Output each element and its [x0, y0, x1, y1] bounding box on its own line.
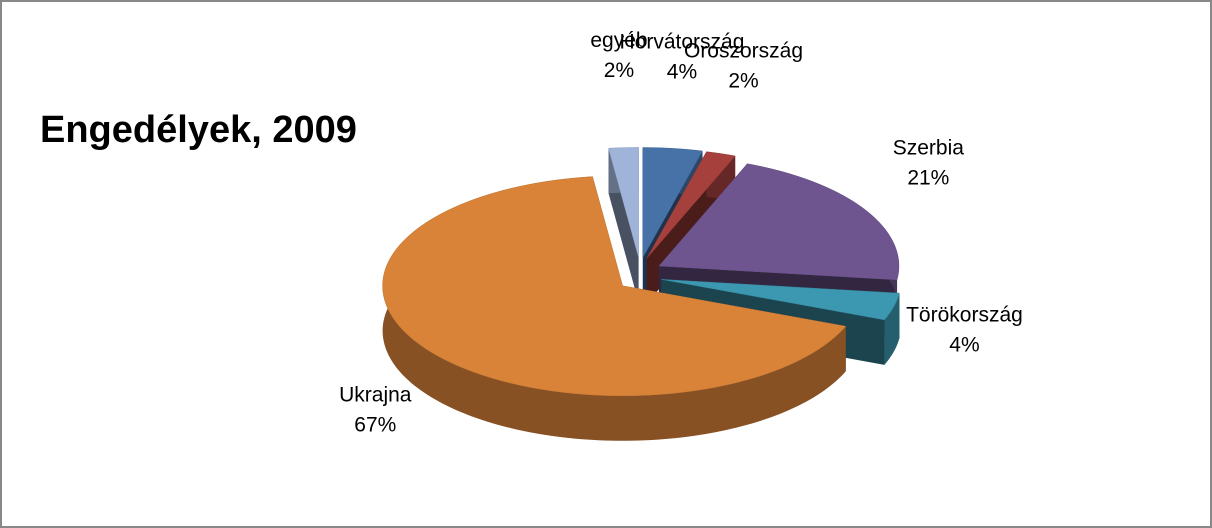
slice	[642, 147, 703, 259]
slice-side	[884, 293, 900, 365]
slice	[382, 176, 847, 397]
slice-tops	[382, 147, 900, 397]
slice	[658, 163, 900, 281]
category-label: Horvátország	[620, 30, 745, 53]
chart-title: Engedélyek, 2009	[40, 109, 357, 151]
value-label: 2%	[604, 59, 634, 82]
category-label: Oroszország	[684, 39, 803, 62]
category-label: Szerbia	[893, 137, 965, 160]
slice	[608, 147, 639, 258]
category-label: egyéb	[590, 29, 647, 52]
value-label: 4%	[949, 333, 979, 356]
slice	[646, 151, 736, 259]
value-label: 4%	[667, 60, 697, 83]
value-label: 21%	[907, 167, 949, 190]
category-label: Törökország	[906, 303, 1023, 326]
data-labels: Horvátország4%Oroszország2%Szerbia21%Tör…	[339, 29, 1023, 436]
category-label: Ukrajna	[339, 383, 412, 406]
slice	[661, 279, 900, 321]
value-label: 67%	[354, 413, 396, 436]
value-label: 2%	[728, 69, 758, 92]
